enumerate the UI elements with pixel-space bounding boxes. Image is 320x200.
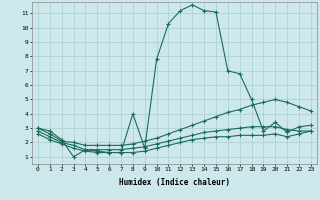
X-axis label: Humidex (Indice chaleur): Humidex (Indice chaleur) [119,178,230,187]
